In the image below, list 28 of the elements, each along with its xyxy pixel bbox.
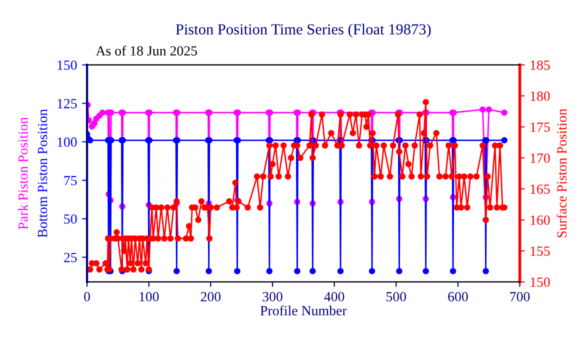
y2-tick-label: 155 xyxy=(530,246,550,256)
y-tick-label: 100 xyxy=(58,137,77,147)
y-tick-label: 150 xyxy=(58,60,77,70)
x-tick-label: 400 xyxy=(324,292,344,302)
x-tick-label: 200 xyxy=(200,292,221,302)
text: Bottom Piston Position xyxy=(38,109,48,238)
x-tick-label: 500 xyxy=(386,292,406,302)
x-tick-label: 600 xyxy=(448,292,468,302)
y-tick-label: 50 xyxy=(64,214,77,224)
chart-title: Piston Position Time Series (Float 19873) xyxy=(176,24,431,38)
y2-tick-label: 170 xyxy=(530,153,550,163)
x-tick-label: 700 xyxy=(510,292,530,302)
y2-tick-label: 185 xyxy=(530,60,550,70)
y-tick-label: 125 xyxy=(58,98,77,108)
y-tick-label: 75 xyxy=(64,176,77,186)
y-tick-label: 25 xyxy=(64,252,77,262)
x-axis-title: Profile Number xyxy=(260,305,347,316)
y2-tick-label: 175 xyxy=(530,122,550,132)
chart-subtitle: As of 18 Jun 2025 xyxy=(96,46,197,56)
x-tick-label: 300 xyxy=(262,292,282,302)
text: Park Piston Position xyxy=(18,117,28,230)
x-tick-label: 0 xyxy=(84,292,90,302)
text: Surface Piston Position xyxy=(556,108,567,238)
y2-tick-label: 150 xyxy=(530,277,550,287)
y2-tick-label: 165 xyxy=(530,184,550,194)
y2-tick-label: 180 xyxy=(530,91,550,101)
x-tick-label: 100 xyxy=(140,292,159,302)
y2-tick-label: 160 xyxy=(530,215,550,225)
